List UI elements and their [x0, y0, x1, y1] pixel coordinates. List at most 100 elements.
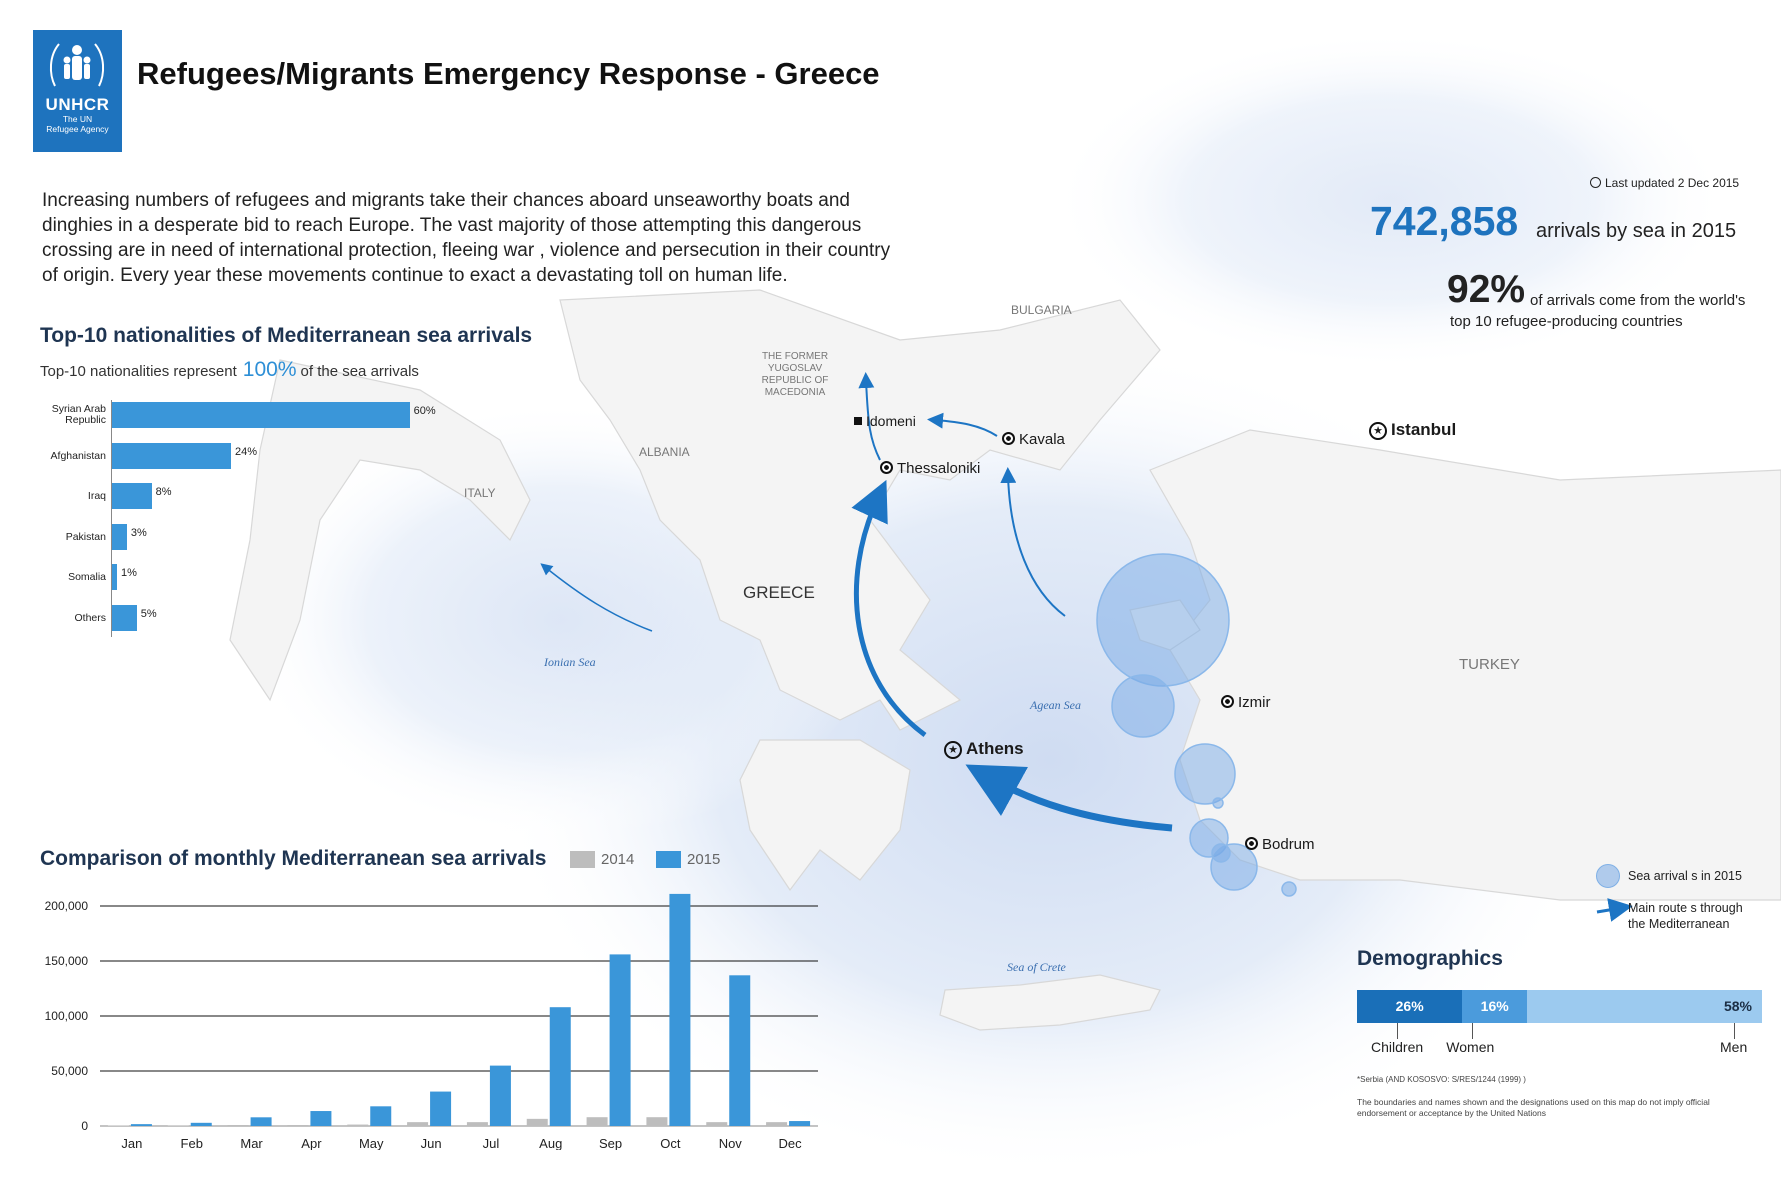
city-dot-icon	[1245, 837, 1258, 850]
city-izmir: Izmir	[1221, 694, 1271, 711]
map-label-albania: ALBANIA	[639, 445, 690, 459]
bar-2015	[549, 1007, 571, 1126]
y-tick-label: 150,000	[45, 954, 89, 968]
demographics-title: Demographics	[1357, 947, 1503, 970]
legend-circle-icon	[1596, 864, 1620, 888]
arrivals-value: 742,858	[1370, 198, 1519, 244]
bar-2015	[370, 1106, 392, 1126]
map-label-macedonia-3: REPUBLIC OF	[761, 375, 829, 386]
unhcr-logo: UNHCR The UN Refugee Agency	[33, 30, 122, 152]
bar-2015	[130, 1124, 152, 1126]
route-arrow	[851, 479, 927, 738]
bar-2015	[430, 1091, 452, 1126]
nationality-bar	[112, 402, 410, 428]
arrival-circle	[1174, 743, 1236, 805]
nationality-value-label: 1%	[120, 567, 137, 579]
nationality-value-label: 3%	[130, 526, 147, 539]
sea-area	[1050, 30, 1730, 370]
last-updated: Last updated 2 Dec 2015	[1590, 176, 1739, 190]
nationality-label: Somalia	[68, 571, 106, 583]
bar-2014	[586, 1117, 608, 1126]
route-arrow	[927, 412, 998, 437]
arrival-circle	[1096, 553, 1230, 687]
bar-2015	[729, 975, 751, 1126]
map-label-greece: GREECE	[743, 583, 815, 602]
x-tick-label: Dec	[779, 1136, 803, 1150]
route-arrow	[965, 764, 1173, 832]
x-tick-label: Feb	[181, 1136, 203, 1150]
bar-2014	[407, 1122, 429, 1126]
logo-subtitle-line2: Refugee Agency	[46, 124, 109, 134]
arrival-circle	[1212, 797, 1224, 809]
arrival-circle	[1111, 674, 1175, 738]
bar-2014	[227, 1125, 249, 1126]
legend-label-2015: 2015	[687, 851, 721, 868]
demographics-segment-men: 58%	[1527, 990, 1762, 1023]
x-tick-label: Aug	[539, 1136, 562, 1150]
city-square-icon	[854, 417, 862, 425]
nationality-value-label: 60%	[413, 405, 436, 417]
map-label-turkey: TURKEY	[1459, 656, 1520, 673]
nationality-bar	[112, 483, 152, 509]
nationality-label: Pakistan	[65, 530, 106, 543]
bar-2015	[609, 954, 631, 1126]
nationality-bar	[112, 604, 137, 631]
bar-2015	[669, 893, 691, 1126]
bar-2015	[489, 1065, 511, 1126]
x-tick-label: Mar	[240, 1136, 263, 1150]
legend-label-2014: 2014	[601, 851, 635, 868]
top10-title: Top-10 nationalities of Mediterranean se…	[40, 324, 533, 347]
logo-name: UNHCR	[45, 95, 110, 114]
nationality-value-label: 24%	[235, 445, 258, 458]
legend-route-label: Main route s through the Mediterranean	[1628, 900, 1743, 932]
demographics-label-men: Men	[1720, 1039, 1748, 1055]
bar-2014	[466, 1122, 488, 1126]
demographics-tick	[1734, 1023, 1735, 1039]
logo-subtitle: The UN Refugee Agency	[33, 114, 122, 134]
top10-subtitle-value: 100%	[242, 358, 297, 381]
bar-2014	[766, 1122, 788, 1126]
city-bodrum: Bodrum	[1245, 836, 1315, 853]
bar-2014	[526, 1118, 548, 1126]
land-crete	[939, 974, 1161, 1031]
legend-route-line1: Main route s through	[1628, 901, 1743, 915]
demographics-segment-women: 16%	[1462, 990, 1528, 1023]
x-tick-label: Jul	[483, 1136, 500, 1150]
map-label-aegean-sea: Agean Sea	[1030, 698, 1081, 712]
y-tick-label: 50,000	[51, 1064, 88, 1078]
arrival-circle	[1211, 843, 1231, 863]
y-tick-label: 0	[81, 1119, 88, 1133]
nationality-bar	[112, 564, 117, 590]
legend-circle-label: Sea arrival s in 2015	[1628, 869, 1742, 883]
logo-subtitle-line1: The UN	[62, 114, 93, 124]
map-label-italy: ITALY	[464, 486, 496, 500]
pct-text-line2: top 10 refugee-producing countries	[1450, 313, 1683, 330]
capital-star-icon: ★	[1369, 422, 1387, 440]
city-name: Kavala	[1019, 431, 1065, 448]
arrival-circle	[1281, 881, 1297, 897]
bar-2015	[190, 1122, 212, 1126]
x-tick-label: Jan	[121, 1136, 142, 1150]
city-istanbul: ★ Istanbul	[1369, 420, 1456, 440]
city-dot-icon	[880, 461, 893, 474]
demographics-tick	[1397, 1023, 1398, 1039]
city-idomeni: Idomeni	[854, 413, 916, 429]
city-name: Thessaloniki	[897, 460, 981, 477]
map-label-ionian-sea: Ionian Sea	[544, 655, 596, 669]
land-italy	[229, 359, 531, 702]
city-kavala: Kavala	[1002, 431, 1065, 448]
top10-subtitle-suffix: of the sea arrivals	[300, 363, 419, 380]
y-tick-label: 100,000	[45, 1009, 89, 1023]
city-dot-icon	[1002, 432, 1015, 445]
bar-2014	[646, 1117, 668, 1126]
x-tick-label: Jun	[421, 1136, 442, 1150]
nationality-axis	[111, 400, 112, 637]
legend-route-arrow	[1596, 898, 1633, 922]
refugee-family-icon	[49, 43, 105, 87]
last-updated-text: Last updated 2 Dec 2015	[1605, 176, 1740, 190]
city-thessaloniki: Thessaloniki	[880, 460, 980, 477]
bar-2014	[287, 1125, 309, 1126]
route-arrow	[540, 563, 653, 632]
bar-2014	[706, 1122, 728, 1126]
nationality-label: Syrian Arab Republic	[51, 403, 106, 426]
